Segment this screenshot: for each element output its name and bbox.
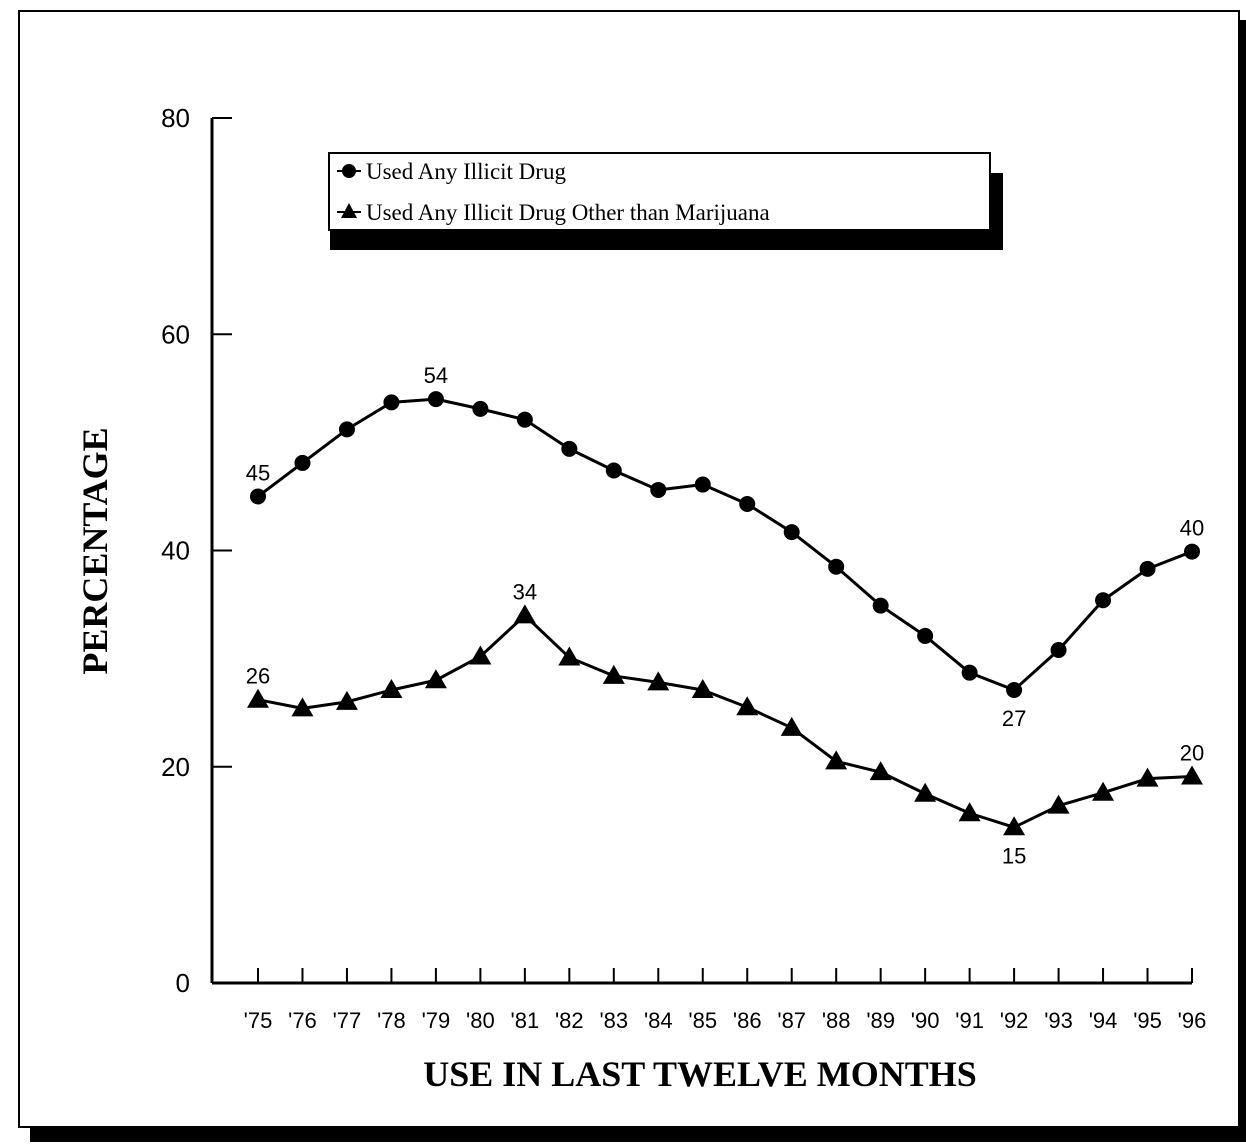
data-point-circle xyxy=(828,558,845,575)
data-point-triangle xyxy=(958,802,981,822)
legend-label-any-illicit-drug: Used Any Illicit Drug xyxy=(366,159,566,184)
data-label: 34 xyxy=(513,579,537,604)
x-axis-title: USE IN LAST TWELVE MONTHS xyxy=(423,1054,977,1094)
data-label: 20 xyxy=(1180,740,1204,765)
x-tick-label: '88 xyxy=(822,1008,851,1033)
x-tick-label: '81 xyxy=(511,1008,540,1033)
x-tick-label: '84 xyxy=(644,1008,673,1033)
data-point-triangle xyxy=(1003,816,1026,836)
data-point-triangle xyxy=(1181,765,1203,785)
data-point-triangle xyxy=(602,664,625,684)
x-tick-label: '96 xyxy=(1178,1008,1207,1033)
x-tick-label: '83 xyxy=(599,1008,628,1033)
y-tick-label: 20 xyxy=(161,752,190,782)
data-point-triangle xyxy=(780,716,803,736)
data-point-circle xyxy=(961,664,978,681)
data-point-circle xyxy=(605,462,622,479)
x-tick-label: '79 xyxy=(422,1008,451,1033)
x-tick-label: '91 xyxy=(955,1008,984,1033)
x-tick-label: '76 xyxy=(288,1008,317,1033)
data-point-triangle xyxy=(558,646,581,666)
data-point-circle xyxy=(561,440,578,457)
data-point-circle xyxy=(1184,543,1200,560)
data-point-circle xyxy=(427,391,444,408)
series-line xyxy=(257,613,1193,829)
data-point-circle xyxy=(338,421,355,438)
x-tick-label: '87 xyxy=(777,1008,806,1033)
x-tick-label: '78 xyxy=(377,1008,406,1033)
data-point-triangle xyxy=(291,697,314,717)
y-ticks: 0 20 40 60 80 xyxy=(161,103,232,998)
data-point-circle xyxy=(1139,560,1156,577)
data-point-triangle xyxy=(424,669,447,689)
data-label: 54 xyxy=(424,363,448,388)
x-tick-label: '85 xyxy=(688,1008,717,1033)
data-point-triangle xyxy=(825,750,848,770)
data-point-circle xyxy=(917,627,934,644)
data-point-circle xyxy=(294,454,311,471)
y-tick-label: 0 xyxy=(176,968,190,998)
data-label: 40 xyxy=(1180,516,1204,541)
series-layer xyxy=(247,391,1203,836)
data-label: 26 xyxy=(246,664,270,689)
frame-shadow-bottom xyxy=(30,1128,1246,1142)
x-tick-label: '89 xyxy=(866,1008,895,1033)
legend-label-other-than-marijuana: Used Any Illicit Drug Other than Marijua… xyxy=(366,200,770,225)
data-point-triangle xyxy=(1047,794,1070,814)
data-point-triangle xyxy=(247,688,269,708)
data-point-circle xyxy=(472,400,489,417)
data-point-circle xyxy=(383,394,400,411)
data-point-triangle xyxy=(469,645,492,665)
legend-box xyxy=(328,152,991,231)
data-point-triangle xyxy=(335,690,358,710)
data-point-triangle xyxy=(869,761,892,781)
data-point-triangle xyxy=(914,782,937,802)
x-tick-label: '92 xyxy=(1000,1008,1029,1033)
data-labels: 45 54 27 40 26 34 15 20 xyxy=(246,363,1204,868)
data-point-circle xyxy=(783,524,800,541)
x-tick-label: '77 xyxy=(333,1008,362,1033)
legend-triangle-marker-icon xyxy=(341,203,357,218)
y-tick-label: 80 xyxy=(161,103,190,133)
frame-shadow-right xyxy=(1240,20,1246,1142)
x-tick-label: '80 xyxy=(466,1008,495,1033)
data-point-circle xyxy=(1095,592,1112,609)
data-label: 45 xyxy=(246,460,270,485)
data-point-circle xyxy=(739,496,756,513)
y-tick-label: 60 xyxy=(161,319,190,349)
y-axis-title: PERCENTAGE xyxy=(75,427,115,674)
data-point-triangle xyxy=(736,696,759,716)
data-point-circle xyxy=(650,481,667,498)
x-tick-label: '75 xyxy=(244,1008,273,1033)
x-tick-label: '93 xyxy=(1044,1008,1073,1033)
data-point-circle xyxy=(516,411,533,428)
data-point-triangle xyxy=(513,604,536,624)
y-tick-label: 40 xyxy=(161,536,190,566)
data-point-triangle xyxy=(1136,767,1159,787)
x-ticks: '75 '76 '77 '78 '79 '80 '81 '82 '83 '84 '85 '86 '87 '… xyxy=(244,968,1207,1033)
data-point-triangle xyxy=(1092,781,1115,801)
x-tick-label: '82 xyxy=(555,1008,584,1033)
data-point-circle xyxy=(694,476,711,493)
data-label: 15 xyxy=(1002,843,1026,868)
data-point-circle xyxy=(1050,641,1067,658)
data-point-triangle xyxy=(647,671,670,691)
data-point-triangle xyxy=(691,678,714,698)
legend: Used Any Illicit Drug Used Any Illicit D… xyxy=(328,152,1003,250)
data-point-circle xyxy=(1006,681,1023,698)
data-point-circle xyxy=(250,488,266,505)
x-tick-label: '94 xyxy=(1089,1008,1118,1033)
x-tick-label: '86 xyxy=(733,1008,762,1033)
data-label: 27 xyxy=(1002,706,1026,731)
x-tick-label: '95 xyxy=(1133,1008,1162,1033)
x-tick-label: '90 xyxy=(911,1008,940,1033)
series-line xyxy=(257,397,1193,692)
legend-circle-marker-icon xyxy=(342,164,356,178)
data-point-circle xyxy=(872,597,889,614)
data-point-triangle xyxy=(380,678,403,698)
